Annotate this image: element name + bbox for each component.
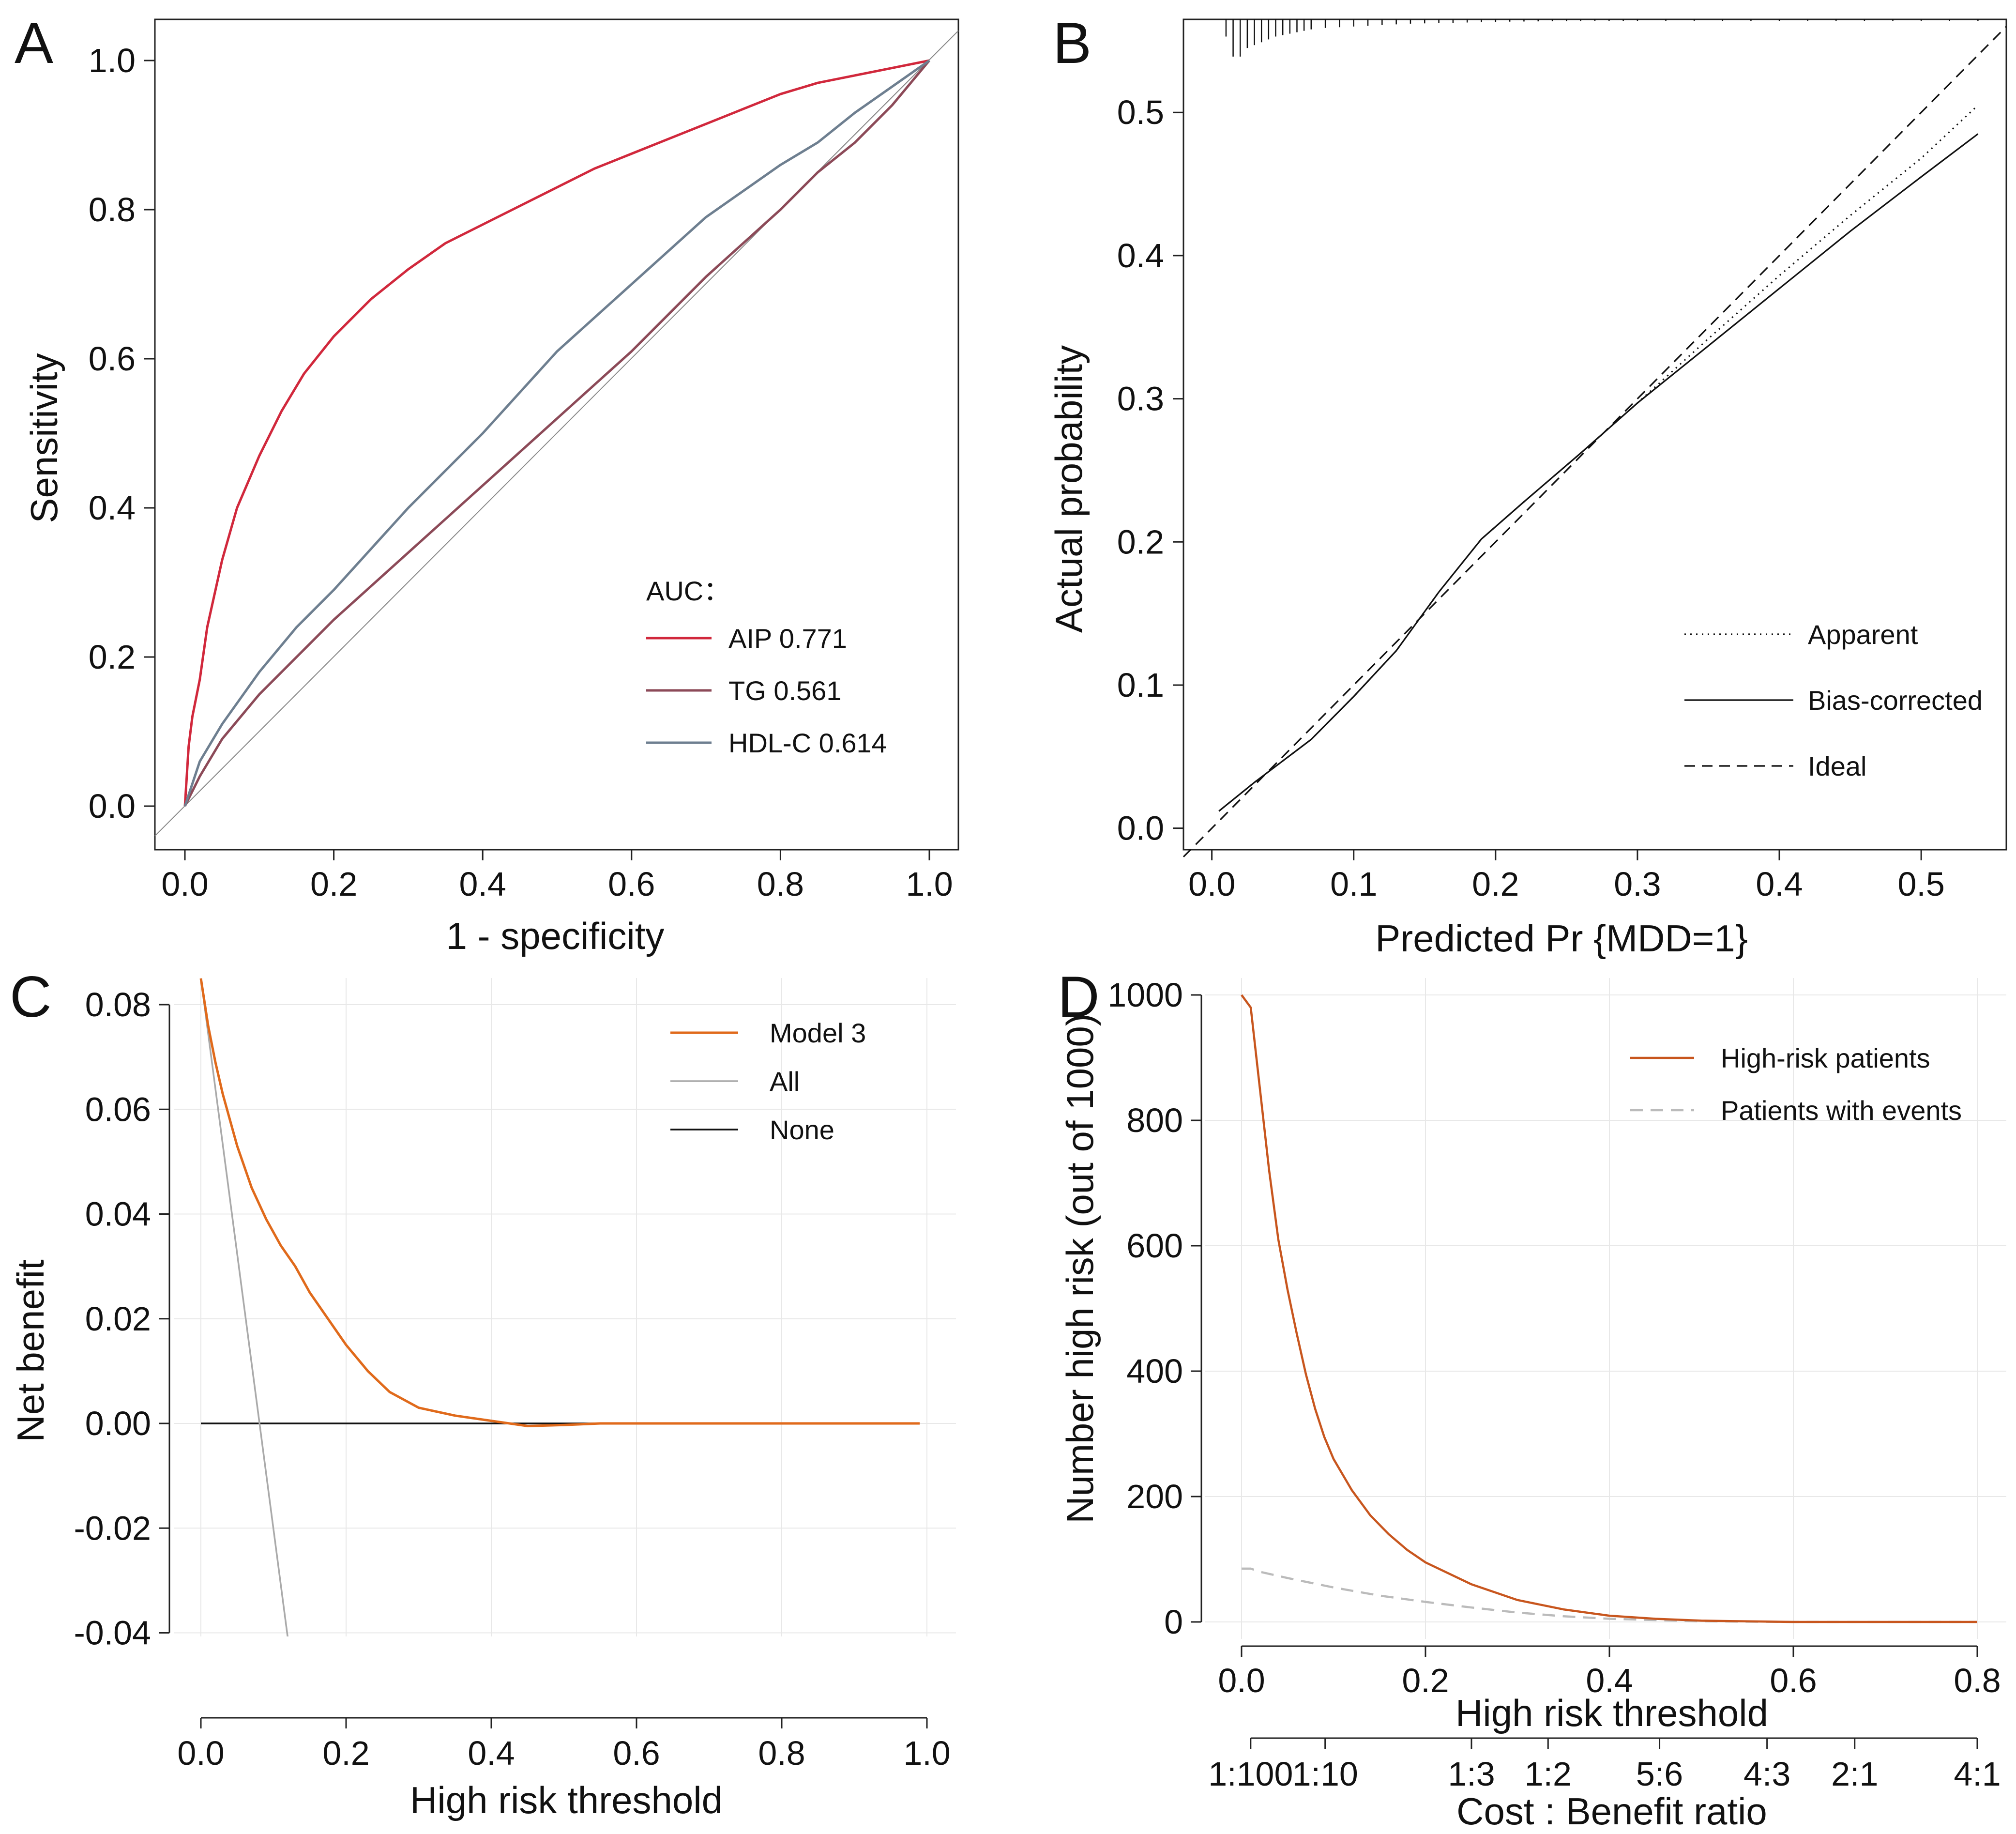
panel-b-xtick-label: 0.4 bbox=[1756, 865, 1803, 903]
panel-c-ytick-label: 0.08 bbox=[85, 986, 151, 1024]
panel-d-line-high-risk-patients bbox=[1241, 994, 1977, 1623]
panel-d-xlabel2: Cost : Benefit ratio bbox=[1456, 1790, 1767, 1833]
panel-b-legend-label: Ideal bbox=[1808, 751, 1866, 781]
panel-b-ytick-label: 0.0 bbox=[1117, 810, 1164, 847]
panel-a-roc-line-hdl-c bbox=[183, 59, 930, 807]
panel-c-xtick-label: 0.2 bbox=[322, 1734, 369, 1772]
panel-a-ytick-label: 0.2 bbox=[89, 638, 136, 676]
panel-d-legend-label: Patients with events bbox=[1721, 1095, 1962, 1126]
panel-b-ytick-label: 0.4 bbox=[1117, 237, 1164, 275]
panel-c-xtick-label: 0.0 bbox=[177, 1734, 224, 1772]
panel-letter-a: A bbox=[15, 11, 53, 76]
panel-d-ytick-label: 0 bbox=[1164, 1603, 1183, 1641]
panel-d-legend-label: High-risk patients bbox=[1721, 1043, 1930, 1073]
panel-a-roc-line-tg bbox=[183, 60, 930, 807]
panel-b-xtick-label: 0.2 bbox=[1472, 865, 1519, 903]
panel-c-ytick-label: -0.04 bbox=[74, 1614, 151, 1652]
panel-b-line-bias-corrected bbox=[1218, 133, 1979, 812]
panel-d-cb-tick-label: 2:1 bbox=[1831, 1755, 1878, 1793]
panel-c-legend-label: All bbox=[770, 1066, 800, 1097]
panel-d-cb-tick-label: 4:1 bbox=[1954, 1755, 2001, 1793]
panel-letter-b: B bbox=[1053, 11, 1091, 76]
panel-c-xlabel: High risk threshold bbox=[410, 1779, 723, 1821]
panel-c-line-model-3 bbox=[199, 978, 920, 1427]
panel-c-xtick-label: 1.0 bbox=[903, 1734, 950, 1772]
panel-d-xlabel: High risk threshold bbox=[1455, 1692, 1768, 1734]
panel-c-xtick-label: 0.8 bbox=[758, 1734, 805, 1772]
panel-d-cb-tick-label: 1:3 bbox=[1448, 1755, 1495, 1793]
panel-d-xtick-label: 0.0 bbox=[1218, 1662, 1265, 1699]
panel-d-cb-tick-label: 5:6 bbox=[1636, 1755, 1683, 1793]
panel-c-ytick-label: -0.02 bbox=[74, 1509, 151, 1547]
panel-a-xtick-label: 1.0 bbox=[906, 865, 953, 903]
panel-d-cb-tick-label: 4:3 bbox=[1743, 1755, 1790, 1793]
panel-c-line-all bbox=[200, 978, 288, 1636]
panel-d-xtick-label: 0.4 bbox=[1586, 1662, 1633, 1699]
panel-a-frame bbox=[154, 18, 959, 851]
panel-d-ytick-label: 1000 bbox=[1107, 976, 1183, 1014]
panel-a-roc: 0.0 0.2 0.4 0.6 0.8 1.0 0.0 0.2 0.4 0.6 0.8 1.0 AUC：… bbox=[89, 18, 959, 903]
panel-b-xtick-label: 0.0 bbox=[1188, 865, 1235, 903]
panel-b-legend-label: Apparent bbox=[1808, 619, 1918, 650]
panel-c-legend-label: None bbox=[770, 1115, 834, 1145]
panel-a-ytick-label: 0.6 bbox=[89, 340, 136, 378]
panel-d-cb-tick-label: 1:2 bbox=[1525, 1755, 1572, 1793]
panel-a-ytick-label: 0.0 bbox=[89, 787, 136, 825]
panel-c-ytick-label: 0.02 bbox=[85, 1300, 151, 1338]
panel-a-xtick-label: 0.6 bbox=[608, 865, 655, 903]
panel-d-ytick-label: 800 bbox=[1126, 1101, 1183, 1139]
panel-a-ytick-label: 1.0 bbox=[89, 42, 136, 79]
panel-a-legend-label: TG 0.561 bbox=[728, 675, 841, 706]
panel-b-ytick-label: 0.1 bbox=[1117, 666, 1164, 704]
panel-b-frame bbox=[1182, 18, 2007, 851]
panel-a-legend-label: AIP 0.771 bbox=[728, 623, 847, 654]
panel-b-line-ideal bbox=[1182, 26, 2007, 857]
panel-a-ytick-label: 0.4 bbox=[89, 489, 136, 527]
panel-c-ytick-label: 0.00 bbox=[85, 1405, 151, 1442]
panel-a-legend-title: AUC： bbox=[646, 576, 730, 606]
panel-d-cb-tick-label: 1:10 bbox=[1292, 1755, 1358, 1793]
panel-a-xlabel: 1 - specificity bbox=[446, 915, 665, 957]
panel-a-roc-line-aip bbox=[183, 59, 930, 807]
panel-d-ytick-label: 200 bbox=[1126, 1478, 1183, 1515]
panel-c-xtick-label: 0.6 bbox=[613, 1734, 660, 1772]
panel-a-xtick-label: 0.8 bbox=[757, 865, 804, 903]
panel-d-xtick-label: 0.6 bbox=[1770, 1662, 1817, 1699]
panel-b-ytick-label: 0.2 bbox=[1117, 523, 1164, 561]
panel-c-ytick-label: 0.06 bbox=[85, 1090, 151, 1128]
panel-d-ytick-label: 400 bbox=[1126, 1352, 1183, 1390]
panel-b-ytick-label: 0.3 bbox=[1117, 380, 1164, 418]
panel-c-xtick-label: 0.4 bbox=[468, 1734, 515, 1772]
panel-d-xtick-label: 0.2 bbox=[1402, 1662, 1449, 1699]
panel-a-legend-label: HDL-C 0.614 bbox=[728, 728, 887, 758]
panel-b-calibration: 0.0 0.1 0.2 0.3 0.4 0.5 0.0 0.1 0.2 0.3 0.4 0.5 Appa… bbox=[1117, 18, 2007, 903]
panel-c-ytick-label: 0.04 bbox=[85, 1195, 151, 1233]
panel-c-decision-curve: 0.0 0.2 0.4 0.6 0.8 1.0 0.08 0.06 0.04 0.02 0.00 -0… bbox=[74, 978, 956, 1772]
panel-c-legend-label: Model 3 bbox=[770, 1018, 866, 1048]
panel-a-xtick-label: 0.2 bbox=[310, 865, 357, 903]
panel-c-ylabel: Net benefit bbox=[9, 1259, 52, 1442]
panel-a-xtick-label: 0.0 bbox=[161, 865, 208, 903]
panel-letter-c: C bbox=[10, 964, 52, 1029]
panel-letter-d: D bbox=[1058, 964, 1100, 1029]
panel-d-xtick-label: 0.8 bbox=[1954, 1662, 2001, 1699]
panel-d-ylabel: Number high risk (out of 1000) bbox=[1059, 1013, 1101, 1524]
panel-d-ytick-label: 600 bbox=[1126, 1227, 1183, 1265]
panel-b-xtick-label: 0.5 bbox=[1897, 865, 1944, 903]
panel-b-ylabel: Actual probability bbox=[1047, 345, 1090, 633]
panel-b-xlabel: Predicted Pr {MDD=1} bbox=[1375, 917, 1748, 960]
panel-b-ytick-label: 0.5 bbox=[1117, 93, 1164, 131]
panel-b-xtick-label: 0.1 bbox=[1330, 865, 1377, 903]
panel-b-xtick-label: 0.3 bbox=[1614, 865, 1661, 903]
panel-d-cb-tick-label: 1:100 bbox=[1208, 1755, 1293, 1793]
panel-b-legend-label: Bias-corrected bbox=[1808, 685, 1983, 716]
panel-a-ytick-label: 0.8 bbox=[89, 191, 136, 229]
panel-a-ylabel: Sensitivity bbox=[23, 353, 65, 523]
panel-a-xtick-label: 0.4 bbox=[459, 865, 506, 903]
panel-a-reference-diagonal bbox=[154, 30, 959, 837]
